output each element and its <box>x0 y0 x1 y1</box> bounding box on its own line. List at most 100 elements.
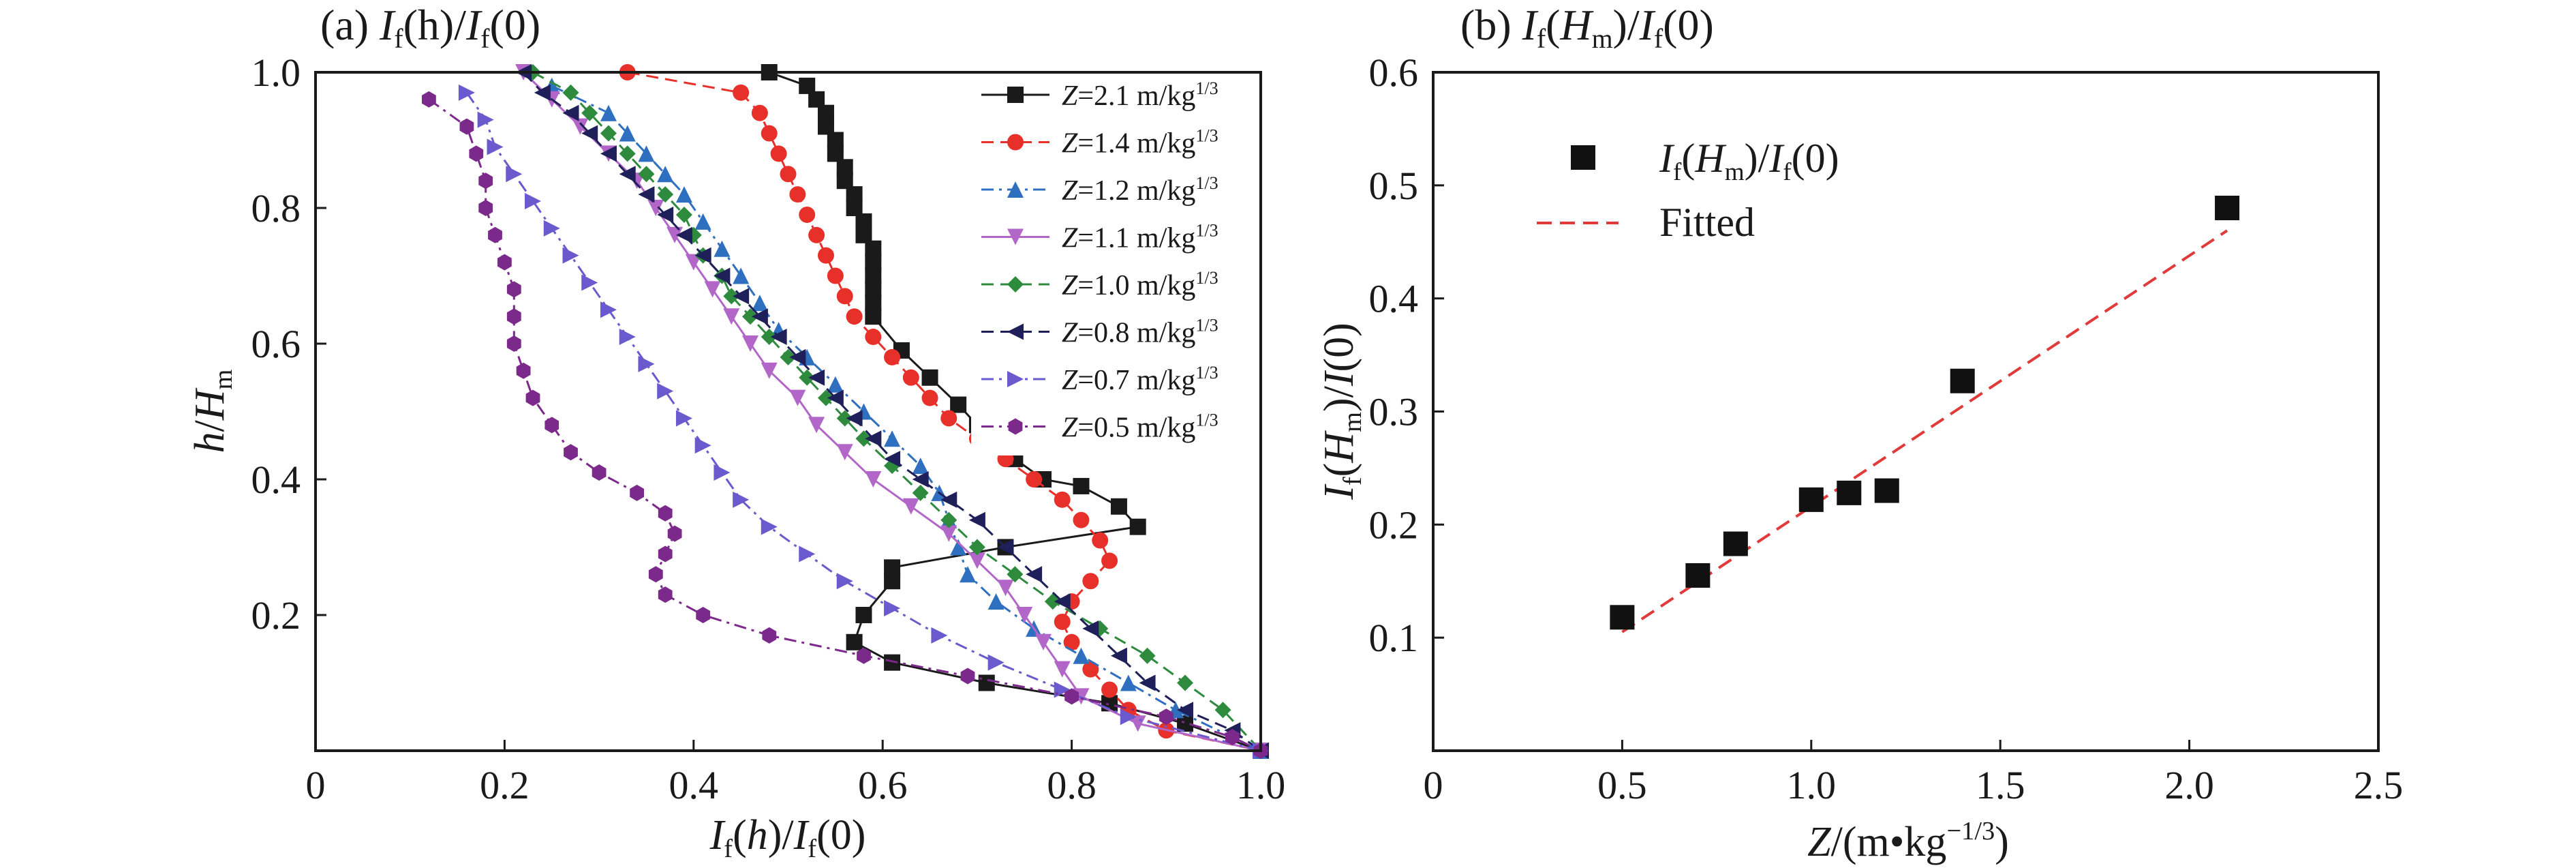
panel-a-legend-entries: Z=2.1 m/kg1/3 Z=1.4 m/kg1/3 Z=1.2 m/kg1/3 Z… <box>981 78 1218 444</box>
data-point <box>855 430 872 447</box>
panel-b-y-axis-title: If(Hm)/I(0) <box>1316 323 1367 500</box>
series-line <box>627 71 1261 752</box>
data-point <box>562 247 579 264</box>
panel-b-y-tick-label: 0.6 <box>1369 50 1419 95</box>
data-point <box>638 166 655 183</box>
data-point <box>478 173 493 190</box>
data-point <box>960 566 977 583</box>
data-point <box>619 125 636 142</box>
data-point <box>865 471 882 488</box>
measured-point <box>1610 605 1635 630</box>
data-point <box>658 545 673 563</box>
data-point <box>950 539 967 556</box>
data-point <box>704 281 721 298</box>
data-point <box>1177 702 1194 719</box>
series-z-2.1 <box>761 64 1269 759</box>
measured-point <box>1798 487 1824 512</box>
data-point <box>827 267 844 284</box>
legend-label: Z=1.0 m/kg1/3 <box>1062 268 1218 301</box>
data-point <box>1120 708 1137 725</box>
data-point <box>940 511 957 528</box>
data-point <box>1073 477 1090 494</box>
panel-b-plot-frame <box>1432 71 2380 752</box>
legend-entry-z-0.5: Z=0.5 m/kg1/3 <box>981 410 1218 444</box>
data-point <box>1054 491 1071 508</box>
data-point <box>675 226 692 243</box>
data-point <box>912 484 929 501</box>
data-point <box>836 573 853 590</box>
legend-label: Z=1.4 m/kg1/3 <box>1062 126 1218 160</box>
data-point <box>562 104 579 121</box>
data-point <box>1054 593 1071 610</box>
data-point <box>940 525 957 542</box>
panel-a-y-axis-title: h/Hm <box>187 369 238 453</box>
legend-marker <box>1008 418 1023 435</box>
panel-b-x-tick-label: 0.5 <box>1597 763 1647 807</box>
data-point <box>960 668 975 685</box>
data-point <box>1016 607 1033 623</box>
series-z-0.5 <box>422 91 1268 759</box>
data-point <box>657 383 674 400</box>
data-point <box>817 247 834 264</box>
panel-a-y-tick-label: 0.6 <box>251 322 301 366</box>
panel-a-x-axis-title: If(h)/If(0) <box>709 812 866 863</box>
data-point <box>477 111 494 128</box>
data-point <box>921 369 938 386</box>
data-point <box>761 518 778 535</box>
data-point <box>884 654 901 671</box>
data-point <box>762 627 777 644</box>
series-z-0.8 <box>515 64 1269 759</box>
data-point <box>987 654 1005 671</box>
data-point <box>534 84 551 101</box>
data-point <box>458 84 475 101</box>
fitted-line <box>1621 229 2228 633</box>
data-point <box>638 355 655 372</box>
data-point <box>1054 613 1071 630</box>
data-point <box>1110 498 1127 515</box>
data-point <box>846 410 863 427</box>
data-point <box>1110 647 1127 664</box>
data-point <box>1007 566 1024 583</box>
svg-text:h/Hm: h/Hm <box>187 369 238 453</box>
data-point <box>1101 681 1118 698</box>
data-point <box>572 118 589 135</box>
data-point <box>827 389 844 406</box>
svg-text:Z/(m•kg−1/3): Z/(m•kg−1/3) <box>1807 817 2009 865</box>
data-point <box>658 586 673 603</box>
panel-a-x-tick-label: 0.4 <box>669 763 719 807</box>
data-point <box>422 91 436 108</box>
data-point <box>600 104 617 121</box>
svg-text:If(Hm)/I(0): If(Hm)/I(0) <box>1316 323 1367 500</box>
data-point <box>1159 708 1174 725</box>
panel-a-title: (a) If(h)/If(0) <box>320 1 540 54</box>
measured-point <box>2215 196 2240 220</box>
data-point <box>497 254 512 271</box>
measured-point <box>1950 368 1975 393</box>
data-point <box>799 545 816 563</box>
panel-b-y-tick-label: 0.1 <box>1369 616 1419 660</box>
data-point <box>902 498 919 515</box>
panel-b-y-tick-label: 0.5 <box>1369 164 1419 208</box>
panel-b-x-tick-label: 1.0 <box>1787 763 1837 807</box>
panel-b-legend: If(Hm)/If(0) Fitted <box>1537 136 1839 245</box>
measured-point <box>1874 478 1899 503</box>
data-point <box>770 145 787 162</box>
panel-a-y-tick-label: 0.2 <box>251 593 301 638</box>
data-point <box>857 647 871 664</box>
data-point <box>978 674 995 691</box>
data-point <box>1064 688 1079 705</box>
data-point <box>789 348 806 365</box>
data-point <box>1120 674 1137 691</box>
legend-marker-measured <box>1571 145 1595 170</box>
measured-point <box>1685 563 1711 588</box>
data-point <box>733 491 750 508</box>
data-point <box>638 145 655 162</box>
data-point <box>751 295 768 312</box>
data-point <box>940 410 957 427</box>
legend-label: Z=2.1 m/kg1/3 <box>1062 78 1218 112</box>
legend-marker <box>1007 323 1024 340</box>
data-point <box>488 226 502 243</box>
data-point <box>997 580 1014 597</box>
data-point <box>1054 661 1071 678</box>
